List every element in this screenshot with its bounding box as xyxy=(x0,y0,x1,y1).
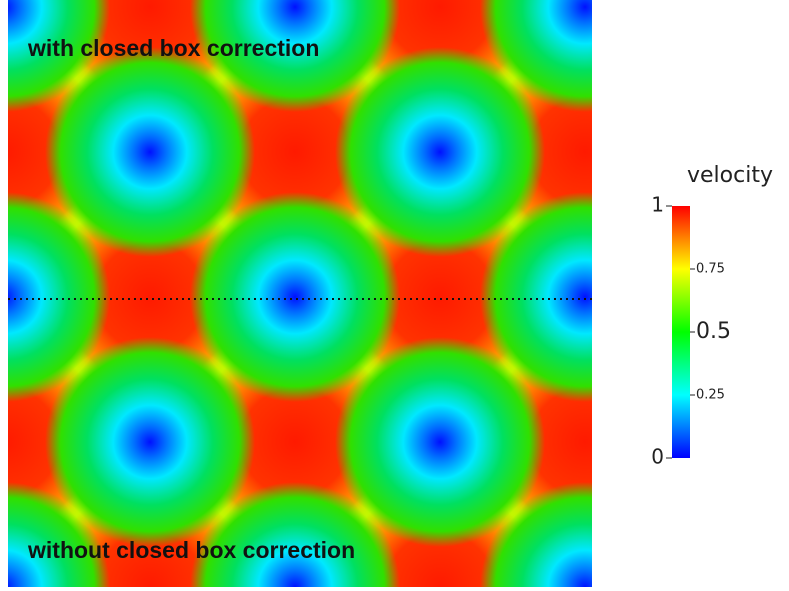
bottom-label: without closed box correction xyxy=(27,537,355,563)
tick-label: 0.25 xyxy=(696,388,725,403)
velocity-field xyxy=(8,0,592,587)
tick-label: 0 xyxy=(651,445,664,469)
colorbar xyxy=(672,206,690,458)
tick-label: 0.5 xyxy=(696,319,731,344)
colorbar-title: velocity xyxy=(687,163,773,188)
tick-label: 1 xyxy=(651,193,664,217)
top-label: with closed box correction xyxy=(27,35,319,61)
tick-label: 0.75 xyxy=(696,262,725,277)
